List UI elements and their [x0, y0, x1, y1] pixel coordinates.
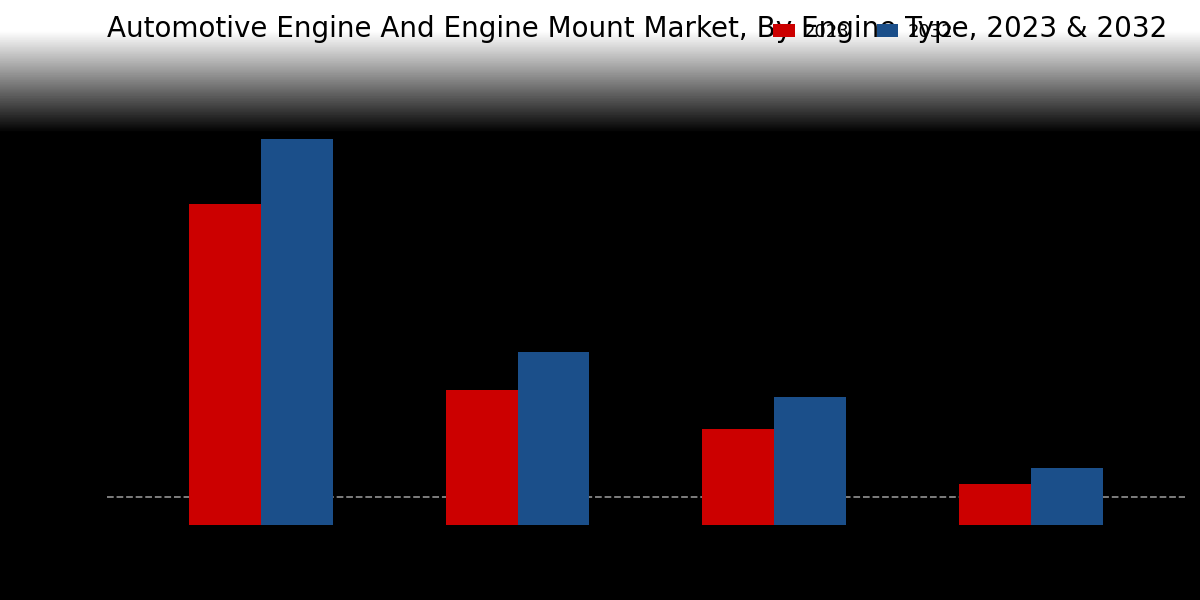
Bar	[445, 390, 517, 526]
Bar	[517, 352, 589, 526]
Legend: 2023, 2032: 2023, 2032	[766, 16, 960, 48]
Bar	[774, 397, 846, 526]
Bar	[190, 203, 260, 526]
Text: 50.0: 50.0	[203, 181, 247, 199]
Bar	[959, 484, 1031, 526]
Text: Automotive Engine And Engine Mount Market, By Engine Type, 2023 & 2032: Automotive Engine And Engine Mount Marke…	[107, 15, 1168, 43]
Bar	[260, 139, 332, 526]
Y-axis label: Market Size in USD Billion: Market Size in USD Billion	[74, 178, 94, 410]
Bar	[1031, 467, 1103, 526]
Bar	[702, 429, 774, 526]
